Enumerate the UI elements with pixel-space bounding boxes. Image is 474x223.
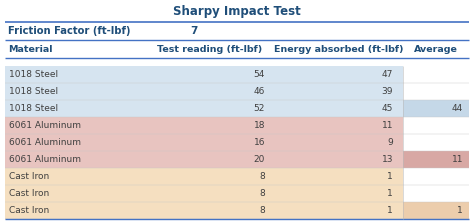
Text: Cast Iron: Cast Iron: [9, 206, 49, 215]
Text: 47: 47: [382, 70, 393, 79]
Text: 13: 13: [382, 155, 393, 164]
Text: Energy absorbed (ft-lbf): Energy absorbed (ft-lbf): [274, 45, 404, 54]
Bar: [5, 202, 403, 219]
Text: Material: Material: [8, 45, 53, 54]
Text: Sharpy Impact Test: Sharpy Impact Test: [173, 6, 301, 19]
Text: 1: 1: [387, 206, 393, 215]
Bar: [5, 185, 403, 202]
Text: 46: 46: [254, 87, 265, 96]
Text: 39: 39: [382, 87, 393, 96]
Text: 11: 11: [382, 121, 393, 130]
Bar: [403, 100, 469, 117]
Text: 1: 1: [387, 189, 393, 198]
Text: 6061 Aluminum: 6061 Aluminum: [9, 155, 81, 164]
Bar: [403, 168, 469, 185]
Bar: [403, 185, 469, 202]
Text: 16: 16: [254, 138, 265, 147]
Text: Average: Average: [414, 45, 458, 54]
Text: 1018 Steel: 1018 Steel: [9, 104, 58, 113]
Bar: [5, 58, 469, 66]
Text: 44: 44: [452, 104, 463, 113]
Text: 18: 18: [254, 121, 265, 130]
Bar: [403, 83, 469, 100]
Bar: [5, 117, 403, 134]
Text: 8: 8: [259, 206, 265, 215]
Bar: [5, 2, 469, 22]
Text: 7: 7: [191, 26, 198, 36]
Text: Cast Iron: Cast Iron: [9, 189, 49, 198]
Text: Friction Factor (ft-lbf): Friction Factor (ft-lbf): [8, 26, 130, 36]
Bar: [403, 151, 469, 168]
Text: 1: 1: [387, 172, 393, 181]
Bar: [403, 134, 469, 151]
Text: Test reading (ft-lbf): Test reading (ft-lbf): [157, 45, 263, 54]
Bar: [5, 83, 403, 100]
Text: 45: 45: [382, 104, 393, 113]
Bar: [5, 22, 469, 40]
Text: 54: 54: [254, 70, 265, 79]
Bar: [5, 151, 403, 168]
Text: 8: 8: [259, 189, 265, 198]
Text: 6061 Aluminum: 6061 Aluminum: [9, 138, 81, 147]
Bar: [403, 66, 469, 83]
Bar: [5, 168, 403, 185]
Text: 8: 8: [259, 172, 265, 181]
Text: 52: 52: [254, 104, 265, 113]
Text: 11: 11: [452, 155, 463, 164]
Text: 1: 1: [457, 206, 463, 215]
Text: 6061 Aluminum: 6061 Aluminum: [9, 121, 81, 130]
Bar: [5, 100, 403, 117]
Text: 1018 Steel: 1018 Steel: [9, 87, 58, 96]
Bar: [403, 117, 469, 134]
Text: Cast Iron: Cast Iron: [9, 172, 49, 181]
Text: 20: 20: [254, 155, 265, 164]
Bar: [403, 202, 469, 219]
Bar: [5, 66, 403, 83]
Text: 9: 9: [387, 138, 393, 147]
Bar: [5, 134, 403, 151]
Text: 1018 Steel: 1018 Steel: [9, 70, 58, 79]
Bar: [5, 40, 469, 58]
